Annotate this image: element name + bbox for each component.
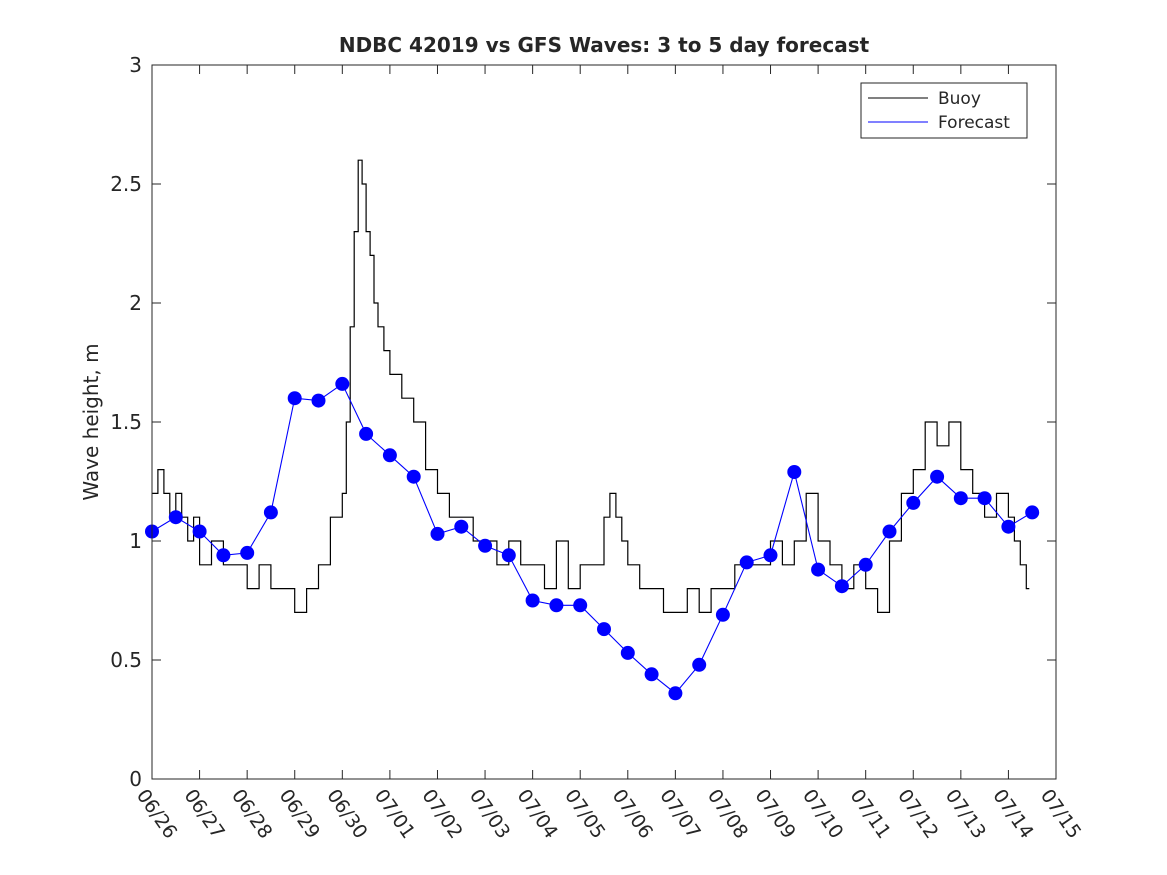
forecast-point <box>597 622 611 637</box>
forecast-point <box>620 645 635 660</box>
forecast-point <box>858 557 873 572</box>
forecast-point <box>930 469 945 484</box>
forecast-point <box>906 495 921 510</box>
forecast-point <box>406 469 421 484</box>
forecast-point <box>692 657 707 672</box>
forecast-point <box>240 545 255 560</box>
x-tick-label: 07/09 <box>750 785 799 842</box>
legend-label-buoy: Buoy <box>938 89 981 109</box>
x-tick-label: 06/28 <box>227 785 276 842</box>
forecast-point <box>382 448 397 463</box>
y-tick-label: 2.5 <box>110 172 142 196</box>
forecast-point <box>430 526 445 541</box>
x-tick-label: 07/10 <box>798 785 847 842</box>
x-tick-label: 07/07 <box>655 785 704 842</box>
y-tick-label: 1.5 <box>110 410 142 434</box>
plot-frame <box>151 64 1057 780</box>
legend-label-forecast: Forecast <box>938 113 1010 133</box>
forecast-point <box>216 548 231 563</box>
y-tick-label: 2 <box>129 291 142 315</box>
forecast-point <box>573 598 588 613</box>
forecast-point <box>715 607 730 622</box>
series-line-forecast <box>151 383 1033 695</box>
forecast-point <box>287 391 302 406</box>
forecast-point <box>953 491 968 506</box>
forecast-point <box>1001 519 1016 534</box>
forecast-point <box>311 393 326 408</box>
y-tick-label: 0 <box>129 767 142 791</box>
y-axis-label: Wave height, m <box>79 343 103 500</box>
forecast-point <box>882 524 897 539</box>
forecast-point <box>811 562 826 577</box>
forecast-point <box>454 519 469 534</box>
forecast-point <box>644 667 659 682</box>
forecast-point <box>501 548 516 563</box>
forecast-point <box>668 686 683 701</box>
x-tick-label: 06/29 <box>275 785 324 842</box>
chart-title: NDBC 42019 vs GFS Waves: 3 to 5 day fore… <box>339 33 870 57</box>
legend-box <box>860 82 1028 139</box>
forecast-point <box>335 376 350 391</box>
x-tick-label: 07/11 <box>846 785 895 842</box>
forecast-point <box>525 593 540 608</box>
forecast-point <box>359 426 374 441</box>
x-tick-label: 06/26 <box>132 785 181 842</box>
x-tick-label: 07/03 <box>465 785 514 842</box>
x-tick-label: 07/08 <box>703 785 752 842</box>
x-tick-label: 07/02 <box>417 785 466 842</box>
x-tick-label: 07/06 <box>608 785 657 842</box>
y-tick-label: 3 <box>129 53 142 77</box>
x-tick-label: 07/13 <box>941 785 990 842</box>
y-tick-label: 0.5 <box>110 648 142 672</box>
forecast-point <box>763 548 778 563</box>
forecast-point <box>739 555 754 570</box>
x-tick-label: 07/14 <box>988 785 1037 842</box>
forecast-point <box>834 579 849 594</box>
forecast-point <box>478 538 493 553</box>
x-tick-label: 07/01 <box>370 785 419 842</box>
x-tick-label: 06/30 <box>322 785 371 842</box>
forecast-point <box>549 598 564 613</box>
series-line-buoy <box>152 159 1030 613</box>
series-layer <box>145 159 1040 701</box>
y-tick-label: 1 <box>129 529 142 553</box>
forecast-point <box>787 465 802 479</box>
x-tick-label: 07/15 <box>1036 785 1085 842</box>
forecast-point <box>1025 505 1040 520</box>
x-tick-label: 07/12 <box>893 785 942 842</box>
forecast-point <box>263 505 278 520</box>
forecast-point <box>192 524 207 539</box>
x-tick-label: 07/05 <box>560 785 609 842</box>
axes-layer: 00.511.522.5306/2606/2706/2806/2906/3007… <box>110 53 1085 843</box>
x-tick-label: 06/27 <box>179 785 228 842</box>
legend: Buoy Forecast <box>860 82 1028 139</box>
x-tick-label: 07/04 <box>513 785 562 842</box>
forecast-point <box>977 491 992 506</box>
forecast-point <box>168 510 183 525</box>
